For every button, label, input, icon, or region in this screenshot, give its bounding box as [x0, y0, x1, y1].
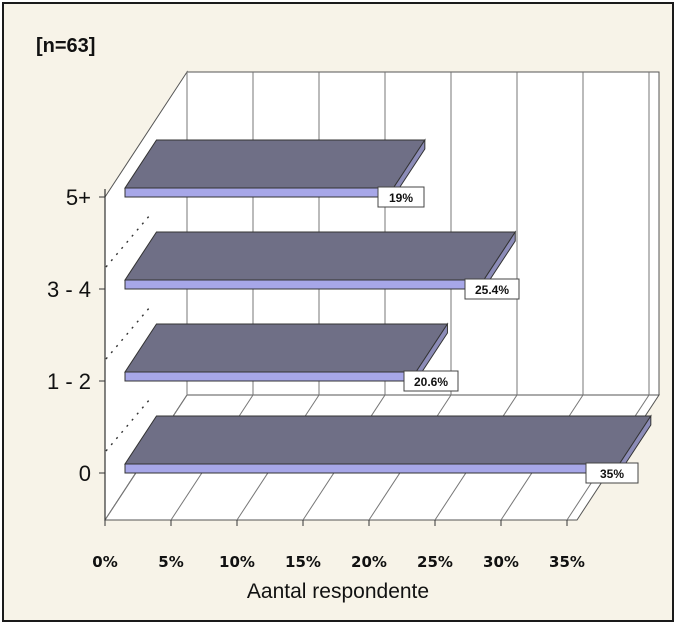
data-label-box	[403, 370, 459, 392]
y-category-label: 1 - 2	[47, 369, 91, 394]
y-category-label: 0	[79, 461, 91, 486]
bar	[124, 187, 394, 198]
x-tick-label: 0%	[92, 553, 117, 571]
row-connector	[105, 398, 151, 452]
data-label: 35%	[600, 467, 624, 481]
data-label: 25.4%	[475, 283, 509, 297]
bar-top	[124, 231, 517, 281]
bar	[124, 279, 485, 290]
data-label-box	[377, 186, 425, 208]
y-category-label: 5+	[66, 185, 91, 210]
bar	[124, 463, 620, 474]
data-label: 20.6%	[414, 375, 448, 389]
x-tick-label: 20%	[351, 553, 387, 571]
bar-layer	[124, 138, 652, 484]
text-layer: [n=63] Aantal respondente 0% 5% 10% 15% 20% 2…	[36, 35, 624, 603]
x-tick-label: 25%	[417, 553, 453, 571]
x-tick-label: 5%	[158, 553, 183, 571]
bar-top	[124, 139, 426, 189]
bar-top	[124, 323, 449, 373]
data-label-box	[585, 462, 639, 484]
x-tick-label: 15%	[285, 553, 321, 571]
x-tick-label: 10%	[219, 553, 255, 571]
x-axis-title: Aantal respondente	[247, 580, 429, 603]
x-tick-label: 35%	[549, 553, 585, 571]
data-label-box	[464, 278, 520, 300]
row-connector	[105, 214, 151, 268]
bar	[124, 371, 417, 382]
sample-size-note: [n=63]	[36, 35, 95, 57]
row-connector	[105, 306, 151, 360]
x-tick-label: 30%	[483, 553, 519, 571]
data-label: 19%	[389, 191, 413, 205]
y-category-label: 3 - 4	[47, 277, 91, 302]
bar-top	[124, 415, 652, 465]
